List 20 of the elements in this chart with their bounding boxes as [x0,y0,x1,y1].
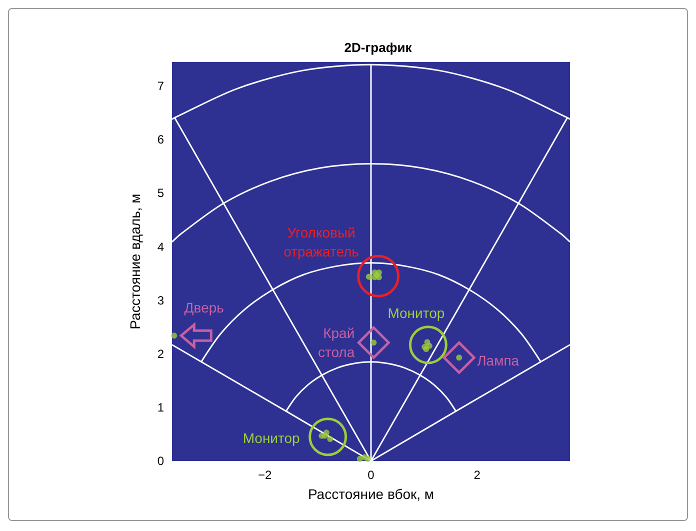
chart-title: 2D-график [344,40,412,55]
y-tick-label: 6 [157,132,164,147]
x-axis-title: Расстояние вбок, м [308,486,434,502]
y-tick-label: 7 [157,79,164,94]
annotation: Край стола [318,325,355,360]
annotation: Лампа [477,352,520,369]
y-axis-title: Расстояние вдаль, м [127,194,143,330]
annotation: Монитор [388,304,445,321]
y-tick-label: 3 [157,293,164,308]
x-tick-label: −2 [258,468,272,482]
y-tick-label: 2 [157,346,164,361]
x-tick-label: 2 [474,468,481,482]
y-tick-label: 5 [157,186,164,200]
annotation: Монитор [242,430,300,446]
y-tick-label: 4 [157,240,164,254]
annotation: Дверь [184,300,224,316]
annotation: Уголковый отражатель [284,224,359,260]
y-tick-label: 1 [157,400,164,414]
y-tick-label: 0 [157,454,164,468]
x-tick-label: 0 [368,468,375,482]
